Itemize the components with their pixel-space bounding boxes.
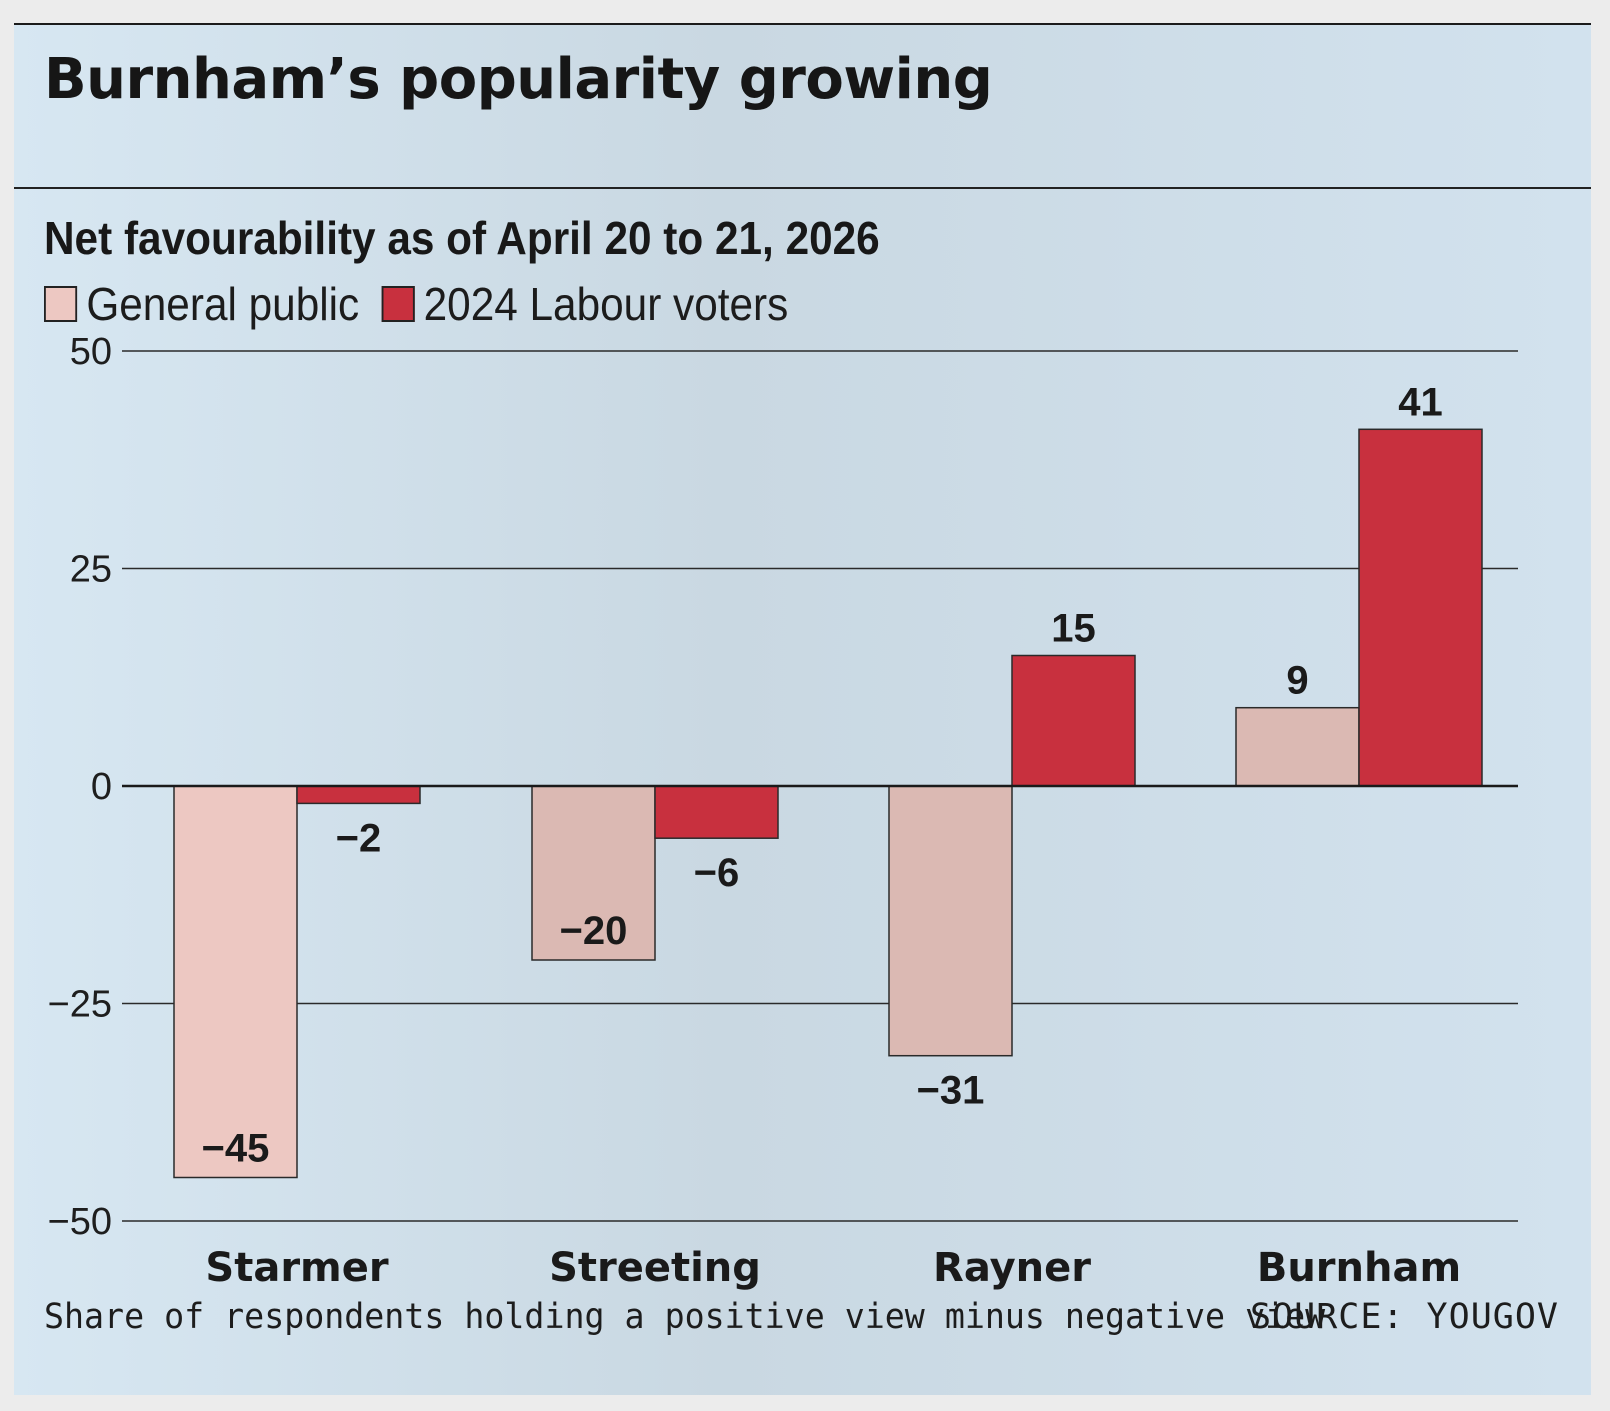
bar-labour-voters-starmer <box>296 785 421 805</box>
data-label: −6 <box>694 851 740 895</box>
x-category-label: Starmer <box>205 1245 388 1291</box>
legend-swatch-general-public <box>44 286 78 322</box>
bar-labour-voters-burnham <box>1358 428 1483 787</box>
bar-general-public-rayner <box>888 785 1013 1057</box>
chart-subtitle: Net favourability as of April 20 to 21, … <box>44 212 880 264</box>
legend-label-general-public: General public <box>86 278 360 330</box>
x-category-label: Burnham <box>1257 1245 1461 1291</box>
bar-labour-voters-rayner <box>1011 654 1136 787</box>
legend-item-labour-voters: 2024 Labour voters <box>381 277 788 331</box>
title-divider <box>14 187 1591 189</box>
bar-general-public-burnham <box>1235 706 1360 787</box>
x-category-label: Rayner <box>933 1245 1091 1291</box>
legend-swatch-labour-voters <box>381 286 415 322</box>
y-tick-label: −50 <box>48 1201 112 1243</box>
data-label: 41 <box>1398 380 1443 424</box>
data-label: 15 <box>1051 607 1096 651</box>
bar-general-public-streeting <box>531 785 656 961</box>
data-label: −20 <box>560 909 628 953</box>
data-label: −2 <box>336 816 382 860</box>
data-label: −45 <box>202 1127 270 1171</box>
bar-labour-voters-streeting <box>654 785 779 839</box>
legend-item-general-public: General public <box>44 277 359 331</box>
chart-title: Burnham’s popularity growing <box>44 47 993 112</box>
bar-chart: 50 25 0 −25 −50 −45 −20 −31 9 −2 −6 15 41 Starmer Str… <box>48 331 1518 1291</box>
y-tick-label: 25 <box>70 549 112 591</box>
data-label: −31 <box>917 1069 985 1113</box>
legend: General public 2024 Labour voters <box>44 277 810 331</box>
chart-source: SOURCE: YOUGOV <box>1249 1297 1559 1337</box>
chart-footnote: Share of respondents holding a positive … <box>44 1297 1326 1337</box>
bar-general-public-starmer <box>173 785 298 1179</box>
y-tick-label: 50 <box>70 331 112 373</box>
legend-label-labour-voters: 2024 Labour voters <box>423 278 789 330</box>
x-category-label: Streeting <box>549 1245 761 1291</box>
y-tick-label: 0 <box>91 766 112 808</box>
y-tick-label: −25 <box>48 984 112 1026</box>
chart-panel: Burnham’s popularity growing Net favoura… <box>14 23 1591 1395</box>
data-label: 9 <box>1286 659 1308 703</box>
